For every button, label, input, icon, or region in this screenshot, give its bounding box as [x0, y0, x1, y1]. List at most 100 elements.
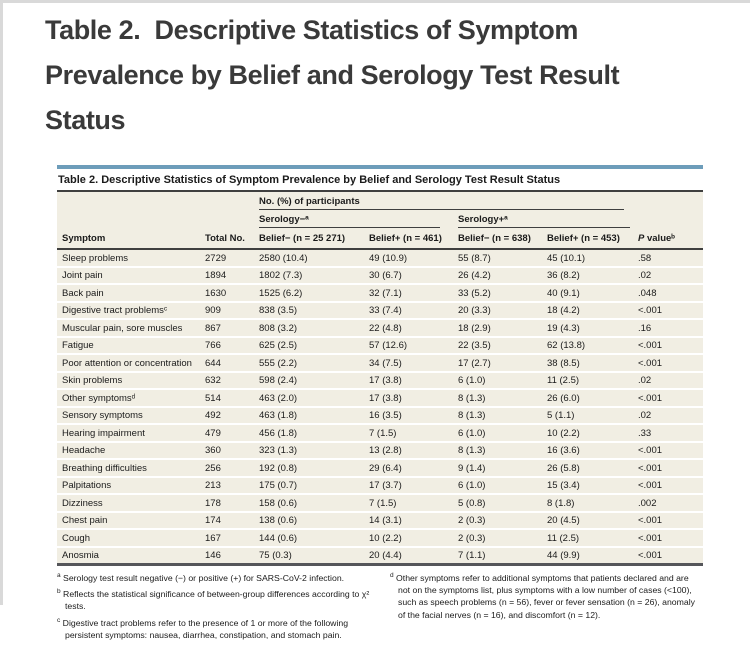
- page-title: Table 2. Descriptive Statistics of Sympt…: [45, 8, 725, 143]
- cell-p: .16: [638, 319, 703, 338]
- table-row: Dizziness 178 158 (0.6) 7 (1.5) 5 (0.8) 8 (1.…: [57, 494, 703, 513]
- cell-symptom: Other symptomsᵈ: [57, 389, 205, 408]
- group-header-participants: No. (%) of participants: [259, 192, 624, 210]
- cell-neg-bneg: 175 (0.7): [259, 476, 369, 495]
- cell-pos-bpos: 15 (3.4): [547, 476, 638, 495]
- cell-total: 479: [205, 424, 259, 443]
- table-row: Breathing difficulties 256 192 (0.8) 29 (6.…: [57, 459, 703, 478]
- column-header-row: Symptom Total No. Belief− (n = 25 271) B…: [57, 228, 703, 250]
- cell-neg-bneg: 144 (0.6): [259, 529, 369, 548]
- cell-neg-bneg: 1525 (6.2): [259, 284, 369, 303]
- table-row: Anosmia 146 75 (0.3) 20 (4.4) 7 (1.1) 44 (9.9…: [57, 547, 703, 565]
- cell-neg-bneg: 138 (0.6): [259, 511, 369, 530]
- cell-neg-bpos: 30 (6.7): [369, 266, 458, 285]
- cell-pos-bneg: 26 (4.2): [458, 266, 547, 285]
- cell-neg-bneg: 2580 (10.4): [259, 249, 369, 268]
- cell-total: 2729: [205, 249, 259, 268]
- cell-neg-bpos: 29 (6.4): [369, 459, 458, 478]
- footnote-a: a Serology test result negative (−) or p…: [57, 572, 383, 584]
- p-value-italic: P: [638, 233, 645, 244]
- cell-neg-bneg: 625 (2.5): [259, 336, 369, 355]
- cell-p: .33: [638, 424, 703, 443]
- cell-neg-bpos: 32 (7.1): [369, 284, 458, 303]
- cell-pos-bneg: 18 (2.9): [458, 319, 547, 338]
- cell-pos-bpos: 20 (4.5): [547, 511, 638, 530]
- footnote-b: b Reflects the statistical significance …: [57, 588, 383, 612]
- cell-p: .048: [638, 284, 703, 303]
- table-row: Skin problems 632 598 (2.4) 17 (3.8) 6 (1.0)…: [57, 371, 703, 390]
- accent-bar: [57, 165, 703, 169]
- cell-total: 146: [205, 550, 221, 561]
- page-title-line: Table 2. Descriptive Statistics of Sympt…: [45, 15, 578, 45]
- cell-symptom: Digestive tract problemsᶜ: [57, 301, 205, 320]
- cell-symptom: Anosmia: [62, 550, 99, 561]
- cell-symptom: Poor attention or concentration: [57, 354, 205, 373]
- cell-total: 644: [205, 354, 259, 373]
- cell-total: 174: [205, 511, 259, 530]
- column-header-pos-belief-neg: Belief− (n = 638): [458, 228, 547, 250]
- cell-neg-bpos: 16 (3.5): [369, 406, 458, 425]
- cell-pos-bpos: 11 (2.5): [547, 371, 638, 390]
- cell-neg-bneg: 158 (0.6): [259, 494, 369, 513]
- cell-total: 167: [205, 529, 259, 548]
- cell-pos-bneg: 6 (1.0): [458, 371, 547, 390]
- cell-total: 632: [205, 371, 259, 390]
- cell-neg-bneg: 323 (1.3): [259, 441, 369, 460]
- cell-p: .02: [638, 371, 703, 390]
- cell-p: .02: [638, 266, 703, 285]
- cell-pos-bneg: 8 (1.3): [458, 389, 547, 408]
- footnote-text: Serology test result negative (−) or pos…: [60, 573, 345, 583]
- cell-pos-bneg: 55 (8.7): [458, 249, 547, 268]
- cell-p: <.001: [638, 511, 703, 530]
- cell-pos-bneg: 8 (1.3): [458, 406, 547, 425]
- cell-pos-bneg: 7 (1.1): [458, 550, 486, 561]
- cell-neg-bpos: 7 (1.5): [369, 494, 458, 513]
- cell-neg-bpos: 49 (10.9): [369, 249, 458, 268]
- table-row: Other symptomsᵈ 514 463 (2.0) 17 (3.8) 8 (1.…: [57, 389, 703, 408]
- footnotes: a Serology test result negative (−) or p…: [57, 566, 703, 645]
- cell-neg-bneg: 456 (1.8): [259, 424, 369, 443]
- cell-neg-bpos: 17 (3.8): [369, 389, 458, 408]
- cell-p: <.001: [638, 459, 703, 478]
- cell-pos-bpos: 38 (8.5): [547, 354, 638, 373]
- cell-neg-bpos: 14 (3.1): [369, 511, 458, 530]
- table-row: Hearing impairment 479 456 (1.8) 7 (1.5) 6 (…: [57, 424, 703, 443]
- cell-pos-bpos: 11 (2.5): [547, 529, 638, 548]
- table-row: Cough 167 144 (0.6) 10 (2.2) 2 (0.3) 11 (2.5)…: [57, 529, 703, 548]
- table-row: Back pain 1630 1525 (6.2) 32 (7.1) 33 (5.2) 4…: [57, 284, 703, 303]
- symptom-table-body: Sleep problems 2729 2580 (10.4) 49 (10.9) 55…: [57, 249, 703, 565]
- cell-symptom: Muscular pain, sore muscles: [57, 319, 205, 338]
- cell-pos-bpos: 10 (2.2): [547, 424, 638, 443]
- cell-pos-bneg: 17 (2.7): [458, 354, 547, 373]
- cell-pos-bneg: 6 (1.0): [458, 476, 547, 495]
- cell-pos-bpos: 45 (10.1): [547, 249, 638, 268]
- footnote-d: d Other symptoms refer to additional sym…: [390, 572, 703, 621]
- cell-p: .002: [638, 494, 703, 513]
- cell-neg-bneg: 1802 (7.3): [259, 266, 369, 285]
- serology-negative-header: Serology−ᵃ: [259, 210, 440, 228]
- cell-pos-bneg: 33 (5.2): [458, 284, 547, 303]
- group-header-row: No. (%) of participants: [57, 192, 703, 210]
- column-header-total: Total No.: [205, 228, 259, 250]
- cell-neg-bneg: 808 (3.2): [259, 319, 369, 338]
- cell-pos-bpos: 62 (13.8): [547, 336, 638, 355]
- cell-pos-bneg: 2 (0.3): [458, 511, 547, 530]
- cell-symptom: Hearing impairment: [57, 424, 205, 443]
- cell-p: <.001: [638, 550, 663, 561]
- cell-pos-bpos: 18 (4.2): [547, 301, 638, 320]
- cell-neg-bpos: 33 (7.4): [369, 301, 458, 320]
- cell-pos-bpos: 5 (1.1): [547, 406, 638, 425]
- cell-total: 514: [205, 389, 259, 408]
- table-row: Sensory symptoms 492 463 (1.8) 16 (3.5) 8 (1…: [57, 406, 703, 425]
- cell-total: 867: [205, 319, 259, 338]
- cell-total: 909: [205, 301, 259, 320]
- table-row: Palpitations 213 175 (0.7) 17 (3.7) 6 (1.0) 1…: [57, 476, 703, 495]
- p-value-rest: valueᵇ: [644, 233, 675, 244]
- column-header-neg-belief-neg: Belief− (n = 25 271): [259, 228, 369, 250]
- cell-pos-bneg: 20 (3.3): [458, 301, 547, 320]
- cell-neg-bneg: 838 (3.5): [259, 301, 369, 320]
- cell-total: 360: [205, 441, 259, 460]
- cell-neg-bpos: 7 (1.5): [369, 424, 458, 443]
- table-header: No. (%) of participants Serology−ᵃ Serol…: [57, 192, 703, 250]
